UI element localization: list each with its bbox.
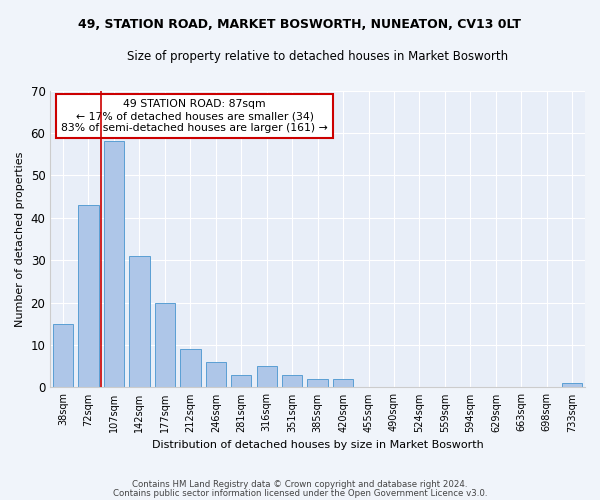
Bar	[180, 350, 200, 388]
Bar	[333, 379, 353, 388]
Bar	[53, 324, 73, 388]
X-axis label: Distribution of detached houses by size in Market Bosworth: Distribution of detached houses by size …	[152, 440, 484, 450]
Bar	[79, 205, 98, 388]
Text: 49 STATION ROAD: 87sqm
← 17% of detached houses are smaller (34)
83% of semi-det: 49 STATION ROAD: 87sqm ← 17% of detached…	[61, 100, 328, 132]
Title: Size of property relative to detached houses in Market Bosworth: Size of property relative to detached ho…	[127, 50, 508, 63]
Bar	[307, 379, 328, 388]
Bar	[257, 366, 277, 388]
Text: Contains HM Land Registry data © Crown copyright and database right 2024.: Contains HM Land Registry data © Crown c…	[132, 480, 468, 489]
Bar	[562, 383, 583, 388]
Bar	[231, 374, 251, 388]
Bar	[206, 362, 226, 388]
Text: Contains public sector information licensed under the Open Government Licence v3: Contains public sector information licen…	[113, 490, 487, 498]
Y-axis label: Number of detached properties: Number of detached properties	[15, 152, 25, 326]
Bar	[155, 302, 175, 388]
Bar	[104, 142, 124, 388]
Bar	[282, 374, 302, 388]
Text: 49, STATION ROAD, MARKET BOSWORTH, NUNEATON, CV13 0LT: 49, STATION ROAD, MARKET BOSWORTH, NUNEA…	[79, 18, 521, 30]
Bar	[129, 256, 149, 388]
